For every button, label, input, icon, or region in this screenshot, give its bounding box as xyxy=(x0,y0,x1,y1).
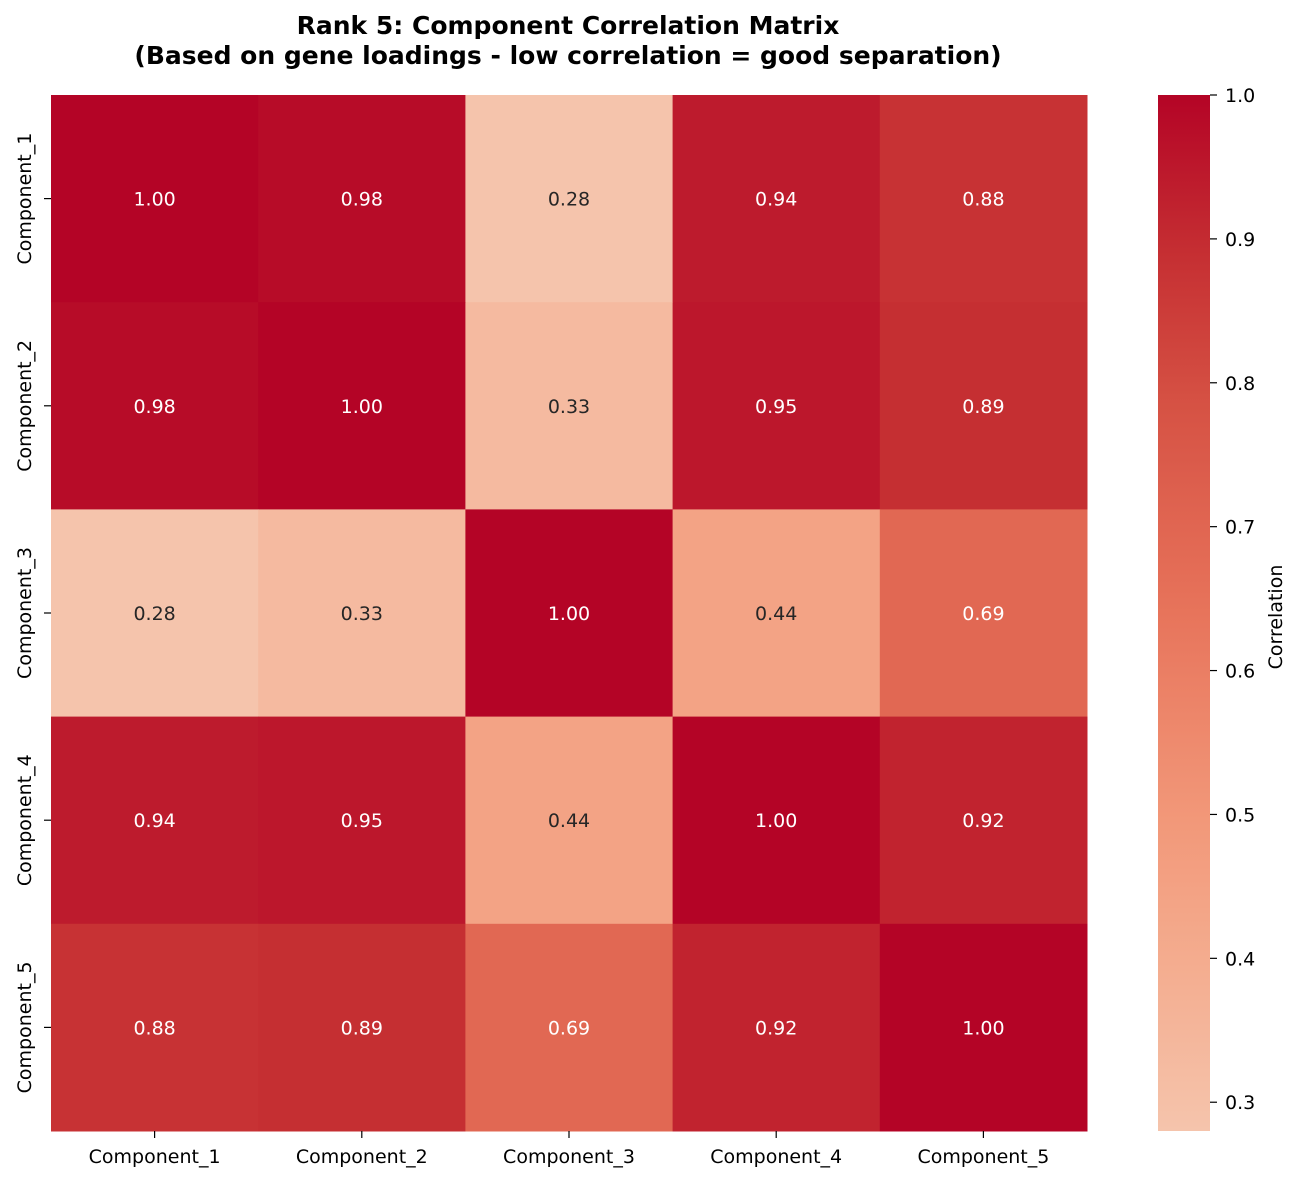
heatmap-cell-4-5 xyxy=(879,716,1088,925)
cell-value-label-1-5: 0.88 xyxy=(962,189,1004,211)
colorbar-gradient xyxy=(1158,95,1210,1131)
colorbar: 0.3 0.4 0.5 0.6 0.7 0.8 0.9 1.0 Correlation xyxy=(1158,85,1287,1131)
cell-value-label-3-1: 0.28 xyxy=(133,603,175,625)
y-tick-label-5: Component_5 xyxy=(14,961,36,1093)
heatmap-cell-2-2 xyxy=(258,302,466,510)
cell-value-label-4-1: 0.94 xyxy=(133,810,175,832)
colorbar-tick-label-8: 1.0 xyxy=(1225,85,1255,107)
cell-value-label-2-5: 0.89 xyxy=(962,396,1004,418)
heatmap-cell-4-1 xyxy=(51,716,259,925)
heatmap-cell-3-4 xyxy=(672,509,881,718)
heatmap-cell-1-1 xyxy=(51,95,259,303)
cell-value-label-3-2: 0.33 xyxy=(341,603,383,625)
cell-value-label-5-3: 0.69 xyxy=(548,1017,590,1039)
heatmap-cell-2-5 xyxy=(879,302,1088,510)
colorbar-tick-label-5: 0.7 xyxy=(1225,517,1255,539)
x-axis-ticks: Component_1 Component_2 Component_3 Compone… xyxy=(89,1131,1049,1168)
cell-value-label-2-4: 0.95 xyxy=(755,396,797,418)
colorbar-tick-label-7: 0.9 xyxy=(1225,229,1255,251)
cell-value-label-5-4: 0.92 xyxy=(755,1017,797,1039)
colorbar-tick-label-6: 0.8 xyxy=(1225,373,1255,395)
y-tick-label-1: Component_1 xyxy=(14,133,36,265)
cell-value-label-5-5: 1.00 xyxy=(962,1017,1004,1039)
heatmap-cell-5-5 xyxy=(879,923,1088,1132)
cell-value-label-2-3: 0.33 xyxy=(548,396,590,418)
cell-value-label-5-2: 0.89 xyxy=(341,1017,383,1039)
cell-value-label-4-4: 1.00 xyxy=(755,810,797,832)
heatmap-cell-3-2 xyxy=(258,509,466,718)
x-tick-label-1: Component_1 xyxy=(89,1146,221,1168)
colorbar-tick-label-2: 0.4 xyxy=(1225,948,1255,970)
heatmap-cell-4-3 xyxy=(465,716,674,925)
heatmap-cell-1-4 xyxy=(672,95,881,303)
colorbar-label: Correlation xyxy=(1265,565,1287,670)
heatmap-cell-labels: 1.00 0.98 0.28 0.94 0.88 0.98 1.00 0.33 0.95 0.89… xyxy=(133,189,1004,1040)
heatmap-cell-4-2 xyxy=(258,716,466,925)
cell-value-label-1-2: 0.98 xyxy=(341,189,383,211)
heatmap-cell-5-3 xyxy=(465,923,674,1132)
heatmap-cell-2-4 xyxy=(672,302,881,510)
heatmap-cell-1-5 xyxy=(879,95,1088,303)
x-tick-label-4: Component_4 xyxy=(710,1146,842,1168)
colorbar-tick-label-4: 0.6 xyxy=(1225,661,1255,683)
heatmap-cell-5-2 xyxy=(258,923,466,1132)
cell-value-label-1-4: 0.94 xyxy=(755,189,797,211)
chart-title-line1: Rank 5: Component Correlation Matrix xyxy=(297,11,840,40)
x-tick-label-2: Component_2 xyxy=(296,1146,428,1168)
heatmap-cell-1-2 xyxy=(258,95,466,303)
cell-value-label-2-2: 1.00 xyxy=(341,396,383,418)
cell-value-label-3-3: 1.00 xyxy=(548,603,590,625)
y-axis-ticks: Component_1 Component_2 Component_3 Compone… xyxy=(14,133,51,1093)
heatmap-cell-3-1 xyxy=(51,509,259,718)
chart-title-line2: (Based on gene loadings - low correlatio… xyxy=(134,41,1001,70)
x-tick-label-5: Component_5 xyxy=(917,1146,1049,1168)
heatmap-cell-1-3 xyxy=(465,95,674,303)
colorbar-tick-label-1: 0.3 xyxy=(1225,1092,1255,1114)
heatmap-cell-4-4 xyxy=(672,716,881,925)
cell-value-label-5-1: 0.88 xyxy=(133,1017,175,1039)
colorbar-ticks: 0.3 0.4 0.5 0.6 0.7 0.8 0.9 1.0 xyxy=(1210,85,1255,1114)
heatmap-cell-2-1 xyxy=(51,302,259,510)
cell-value-label-3-4: 0.44 xyxy=(755,603,797,625)
x-tick-label-3: Component_3 xyxy=(503,1146,635,1168)
y-tick-label-4: Component_4 xyxy=(14,754,36,886)
heatmap-cell-5-1 xyxy=(51,923,259,1132)
cell-value-label-4-3: 0.44 xyxy=(548,810,590,832)
cell-value-label-4-2: 0.95 xyxy=(341,810,383,832)
cell-value-label-3-5: 0.69 xyxy=(962,603,1004,625)
y-tick-label-2: Component_2 xyxy=(14,340,36,472)
heatmap-cell-3-3 xyxy=(465,509,674,718)
cell-value-label-1-1: 1.00 xyxy=(133,189,175,211)
colorbar-tick-label-3: 0.5 xyxy=(1225,804,1255,826)
heatmap-cell-5-4 xyxy=(672,923,881,1132)
cell-value-label-1-3: 0.28 xyxy=(548,189,590,211)
heatmap-cell-2-3 xyxy=(465,302,674,510)
heatmap-cells xyxy=(51,95,1088,1132)
cell-value-label-4-5: 0.92 xyxy=(962,810,1004,832)
y-tick-label-3: Component_3 xyxy=(14,547,36,679)
cell-value-label-2-1: 0.98 xyxy=(133,396,175,418)
heatmap-cell-3-5 xyxy=(879,509,1088,718)
